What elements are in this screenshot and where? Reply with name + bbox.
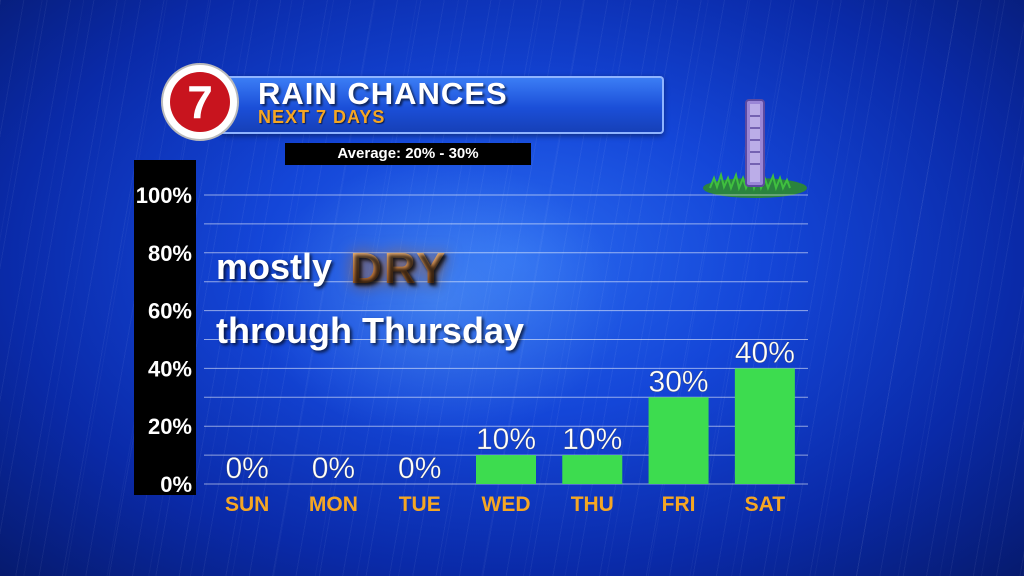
value-label: 40% bbox=[735, 336, 795, 369]
y-tick-label: 60% bbox=[148, 299, 192, 324]
day-label-wed: WED bbox=[482, 493, 531, 516]
value-label: 0% bbox=[312, 452, 355, 485]
value-label: 10% bbox=[476, 423, 536, 456]
bar-fri bbox=[648, 397, 709, 484]
day-label-mon: MON bbox=[309, 493, 358, 516]
y-tick-label: 20% bbox=[148, 414, 192, 439]
through-thursday-caption: through Thursday bbox=[216, 310, 524, 351]
average-range-label: Average: 20% - 30% bbox=[285, 143, 531, 165]
caption-dry: DRY bbox=[350, 244, 448, 293]
caption-mostly: mostly bbox=[216, 246, 333, 287]
day-label-fri: FRI bbox=[662, 493, 696, 516]
day-label-tue: TUE bbox=[399, 493, 441, 516]
rain-gauge-icon bbox=[703, 99, 807, 198]
y-tick-label: 40% bbox=[148, 356, 192, 381]
logo-number: 7 bbox=[187, 76, 213, 128]
chart-subtitle: NEXT 7 DAYS bbox=[258, 107, 386, 127]
title-banner bbox=[222, 76, 664, 134]
y-tick-label: 0% bbox=[160, 472, 192, 497]
channel-7-logo-icon: 7 bbox=[161, 63, 239, 141]
bar-sat bbox=[734, 368, 795, 484]
y-tick-label: 80% bbox=[148, 241, 192, 266]
y-tick-label: 100% bbox=[136, 183, 192, 208]
value-label: 0% bbox=[225, 452, 268, 485]
day-label-sun: SUN bbox=[225, 493, 269, 516]
y-axis-strip bbox=[134, 160, 196, 495]
value-label: 0% bbox=[398, 452, 441, 485]
value-label: 30% bbox=[649, 365, 709, 398]
chart-title: RAIN CHANCES bbox=[258, 76, 508, 111]
mostly-dry-caption: mostly DRY bbox=[216, 244, 447, 294]
day-label-thu: THU bbox=[571, 493, 614, 516]
bar-thu bbox=[562, 455, 623, 484]
day-label-sat: SAT bbox=[745, 493, 786, 516]
bar-wed bbox=[476, 455, 536, 484]
value-label: 10% bbox=[562, 423, 622, 456]
